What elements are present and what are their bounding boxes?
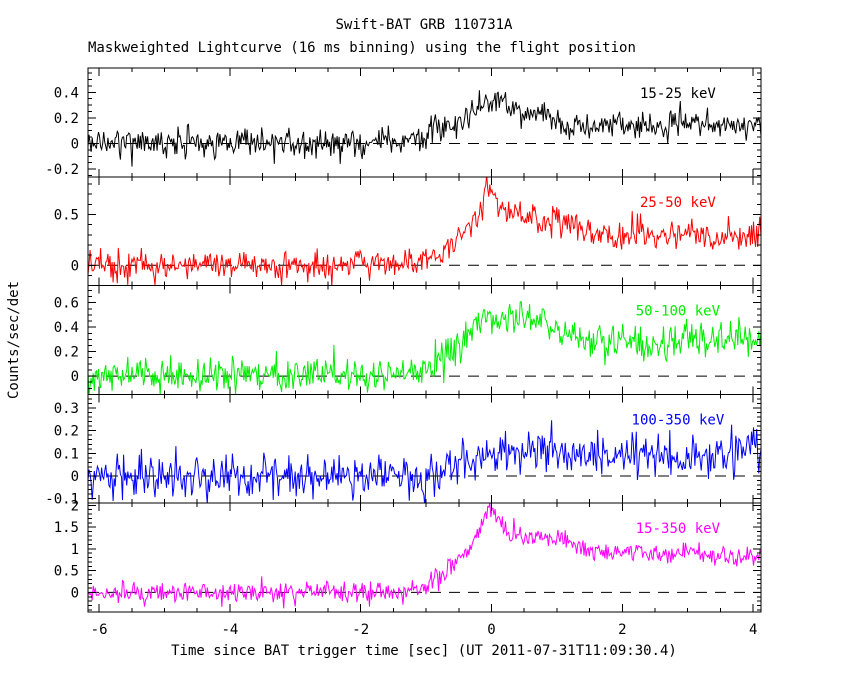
y-tick-label: 0	[71, 369, 79, 385]
y-tick-label: 1.5	[54, 520, 79, 536]
y-tick-label: 2	[71, 498, 79, 514]
y-tick-label: -0.2	[45, 162, 79, 178]
x-tick-label: -2	[352, 622, 369, 638]
band-label-100-350-kev: 100-350 keV	[632, 412, 725, 428]
band-label-15-350-kev: 15-350 keV	[636, 521, 721, 537]
chart-subtitle: Maskweighted Lightcurve (16 ms binning) …	[88, 40, 636, 56]
y-tick-label: 0.2	[54, 111, 79, 127]
y-tick-label: 0	[71, 258, 79, 274]
band-label-50-100-kev: 50-100 keV	[636, 304, 721, 320]
lightcurve-100-350-kev	[88, 420, 761, 504]
panel-border	[87, 393, 762, 504]
band-label-25-50-kev: 25-50 keV	[640, 195, 716, 211]
y-tick-label: 0.3	[54, 401, 79, 417]
y-tick-label: 0	[71, 469, 79, 485]
y-tick-label: 1	[71, 542, 79, 558]
y-tick-label: 0.2	[54, 424, 79, 440]
lightcurve-15-25-kev	[88, 90, 761, 167]
chart-title: Swift-BAT GRB 110731A	[335, 17, 513, 33]
lightcurve-50-100-kev	[88, 300, 761, 395]
y-tick-label: 0	[71, 137, 79, 153]
panel-100-350-kev: -0.1 0 0.1 0.2 0.3 100-350 keV	[45, 393, 762, 508]
y-tick-label: 0	[71, 585, 79, 601]
panel-15-350-kev: 0 0.5 1 1.5 2 15-350 keV	[54, 498, 762, 613]
y-tick-label: 0.4	[54, 320, 79, 336]
x-axis-label: Time since BAT trigger time [sec] (UT 20…	[171, 643, 677, 659]
x-tick-label: 4	[749, 622, 757, 638]
y-tick-label: 0.5	[54, 564, 79, 580]
panel-25-50-kev: 0 0.5 25-50 keV	[54, 176, 762, 287]
panel-border	[87, 176, 762, 287]
band-label-15-25-kev: 15-25 keV	[640, 86, 716, 102]
lightcurve-25-50-kev	[88, 176, 761, 286]
y-tick-label: 0.4	[54, 85, 79, 101]
y-tick-label: 0.2	[54, 345, 79, 361]
x-tick-label: 2	[618, 622, 626, 638]
x-tick-label: -6	[91, 622, 108, 638]
panel-border	[87, 502, 762, 613]
y-tick-label: -0.1	[45, 492, 79, 508]
panels-group: -0.2 0 0.2 0.4 15-25 keV 0 0.5 25-50 keV 0 0.2 0.4…	[45, 67, 762, 638]
x-tick-label: -4	[221, 622, 238, 638]
y-axis-label: Counts/sec/det	[6, 281, 22, 399]
x-tick-label: 0	[487, 622, 495, 638]
panel-50-100-kev: 0 0.2 0.4 0.6 50-100 keV	[54, 285, 762, 395]
y-tick-label: 0.1	[54, 446, 79, 462]
y-tick-label: 0.6	[54, 296, 79, 312]
lightcurve-15-350-kev	[88, 503, 761, 609]
panel-15-25-kev: -0.2 0 0.2 0.4 15-25 keV	[45, 67, 762, 178]
y-tick-label: 0.5	[54, 207, 79, 223]
